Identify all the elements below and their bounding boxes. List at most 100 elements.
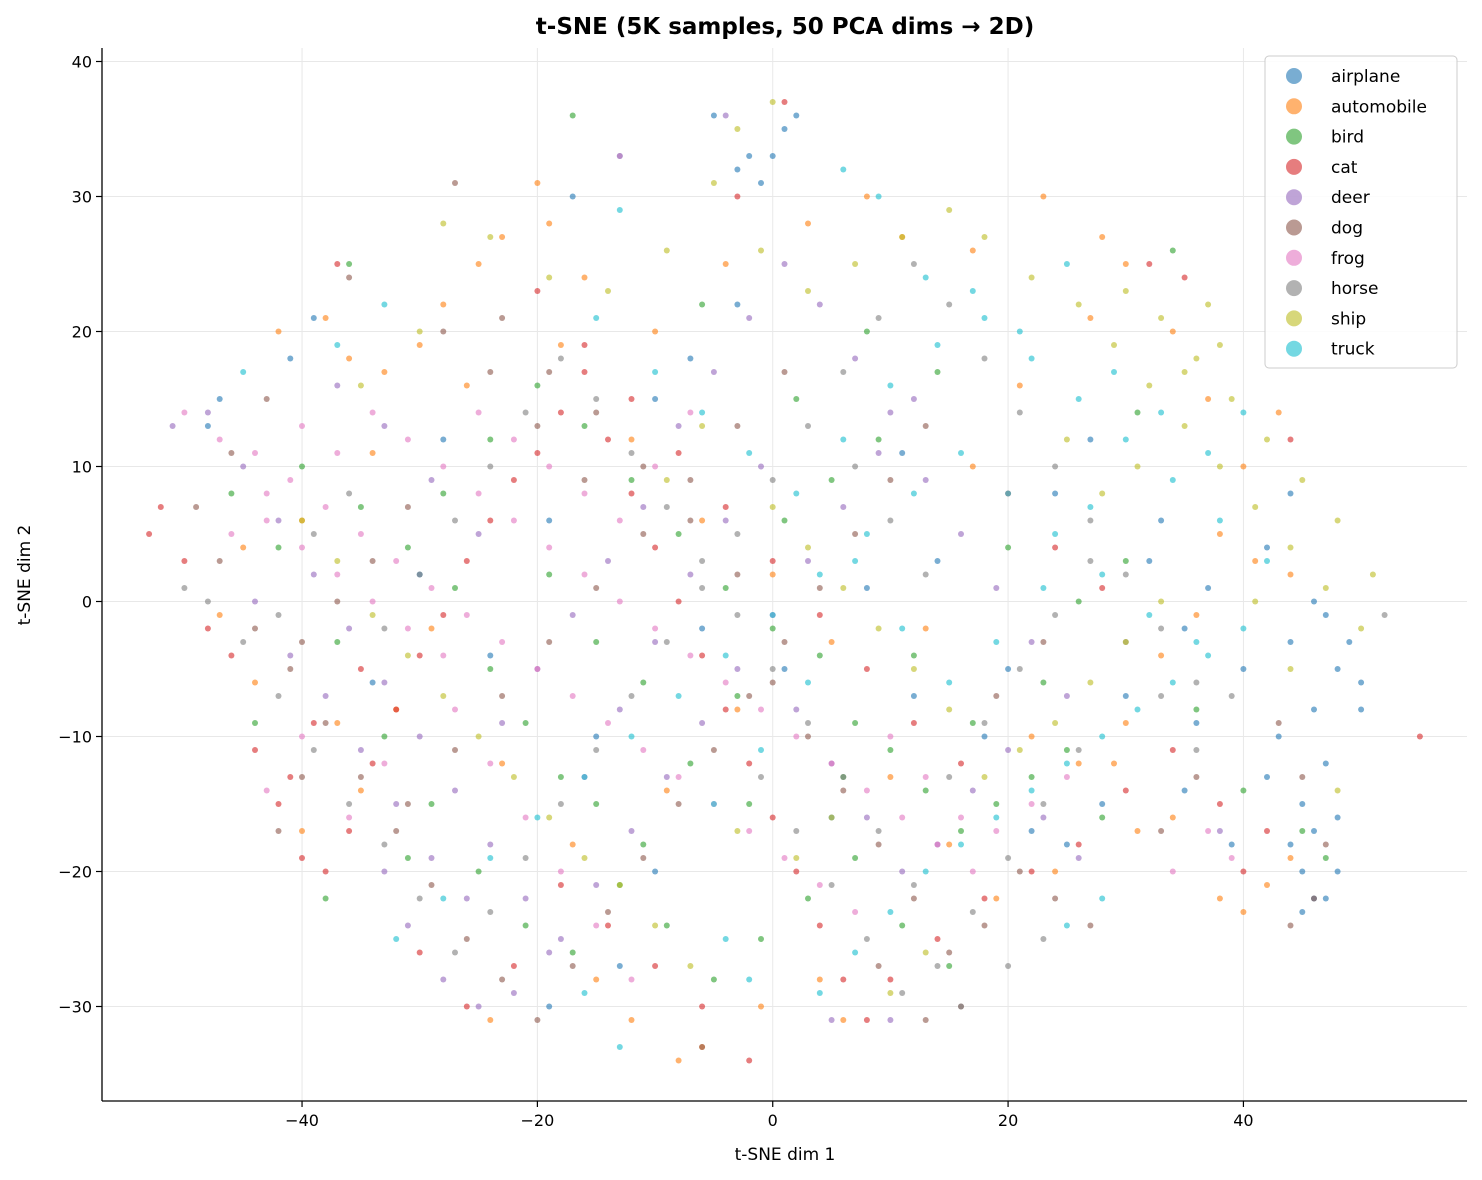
data-point-truck	[993, 639, 1000, 645]
data-point-bird	[1240, 787, 1247, 794]
data-point-horse	[1075, 747, 1082, 753]
data-point-airplane	[1322, 895, 1329, 902]
data-point-ship	[1146, 382, 1153, 389]
data-point-horse	[310, 747, 317, 753]
data-point-cat	[157, 504, 164, 510]
data-point-cat	[628, 396, 635, 402]
data-point-cat	[746, 1057, 753, 1064]
data-point-truck	[1193, 639, 1200, 645]
data-point-horse	[734, 612, 741, 618]
data-point-airplane	[1122, 693, 1129, 699]
data-point-automobile	[463, 382, 470, 389]
data-point-bird	[805, 895, 811, 902]
data-point-automobile	[416, 342, 423, 348]
data-point-cat	[557, 409, 564, 416]
data-point-cat	[369, 760, 376, 767]
data-point-frog	[593, 922, 600, 929]
data-point-ship	[887, 990, 894, 996]
data-point-automobile	[557, 342, 564, 348]
legend-marker	[1286, 158, 1302, 175]
data-point-airplane	[910, 693, 917, 699]
data-point-dog	[852, 531, 859, 537]
data-point-frog	[299, 544, 305, 551]
data-point-airplane	[1287, 841, 1294, 848]
data-point-airplane	[1311, 706, 1317, 713]
data-point-automobile	[299, 828, 305, 834]
data-point-bird	[452, 585, 458, 591]
data-point-truck	[1240, 409, 1247, 416]
data-point-deer	[240, 463, 247, 470]
data-point-bird	[1075, 598, 1082, 605]
legend-item-truck: truck	[1286, 340, 1375, 360]
data-point-airplane	[1334, 666, 1341, 672]
data-point-bird	[487, 436, 494, 443]
data-point-cat	[981, 895, 988, 902]
data-point-automobile	[1240, 463, 1247, 470]
data-point-dog	[299, 774, 305, 780]
data-point-truck	[1063, 922, 1070, 929]
data-point-truck	[675, 693, 682, 699]
data-point-automobile	[440, 301, 447, 308]
data-point-horse	[1005, 855, 1012, 861]
data-point-cat	[887, 976, 894, 983]
data-point-airplane	[1275, 733, 1282, 740]
data-point-deer	[275, 517, 282, 524]
data-point-truck	[1111, 369, 1117, 375]
data-point-airplane	[1264, 774, 1270, 780]
data-point-bird	[475, 868, 482, 875]
data-point-truck	[1205, 450, 1212, 456]
data-point-deer	[475, 531, 482, 537]
data-point-airplane	[1158, 517, 1165, 524]
data-point-frog	[628, 976, 635, 983]
data-point-ship	[852, 261, 859, 267]
data-point-bird	[687, 760, 694, 767]
data-point-ship	[299, 517, 305, 524]
data-point-automobile	[1216, 531, 1223, 537]
data-point-horse	[1122, 571, 1129, 578]
data-point-bird	[734, 693, 741, 699]
data-point-airplane	[1005, 666, 1012, 672]
data-point-frog	[852, 909, 859, 915]
data-point-ship	[875, 625, 882, 632]
data-point-deer	[499, 720, 506, 726]
data-point-dog	[263, 396, 270, 402]
data-point-airplane	[487, 652, 494, 659]
data-point-ship	[1122, 639, 1129, 645]
data-point-horse	[769, 477, 776, 483]
data-point-frog	[534, 666, 541, 672]
data-point-bird	[428, 801, 435, 807]
data-point-frog	[557, 868, 564, 875]
data-point-airplane	[1322, 760, 1329, 767]
data-point-horse	[699, 585, 706, 591]
data-point-bird	[675, 531, 682, 537]
legend-label: ship	[1331, 309, 1366, 329]
data-point-bird	[852, 855, 859, 861]
data-point-cat	[1416, 733, 1423, 740]
data-point-automobile	[734, 706, 741, 713]
data-point-airplane	[793, 112, 800, 119]
data-point-bird	[722, 585, 729, 591]
legend-label: truck	[1331, 340, 1375, 360]
data-point-deer	[510, 990, 517, 996]
data-point-ship	[1252, 504, 1259, 510]
data-point-automobile	[1287, 571, 1294, 578]
data-point-bird	[228, 490, 235, 497]
data-point-deer	[252, 598, 258, 605]
data-point-dog	[287, 666, 294, 672]
data-point-bird	[910, 652, 917, 659]
data-point-bird	[934, 369, 941, 375]
data-point-frog	[299, 733, 305, 740]
data-point-truck	[652, 369, 659, 375]
data-point-ship	[334, 558, 341, 564]
data-point-truck	[1169, 679, 1176, 686]
data-point-airplane	[1063, 841, 1070, 848]
data-point-ship	[734, 126, 741, 132]
data-point-airplane	[216, 396, 223, 402]
data-point-ship	[510, 774, 517, 780]
data-point-cat	[958, 760, 964, 767]
data-point-cat	[534, 288, 541, 294]
data-point-horse	[899, 990, 906, 996]
data-point-airplane	[1181, 625, 1188, 632]
data-point-airplane	[710, 112, 717, 119]
data-point-horse	[1087, 517, 1094, 524]
